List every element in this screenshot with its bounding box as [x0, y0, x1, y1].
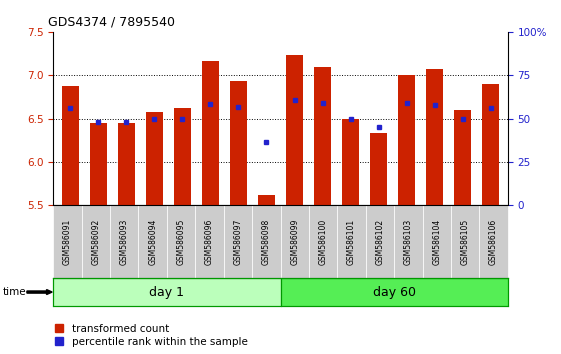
Bar	[146, 112, 163, 205]
Legend: transformed count, percentile rank within the sample: transformed count, percentile rank withi…	[53, 321, 250, 349]
Bar	[342, 119, 359, 205]
Text: GSM586096: GSM586096	[205, 218, 214, 265]
Text: GSM586095: GSM586095	[177, 218, 186, 265]
Bar	[370, 133, 387, 205]
Bar	[398, 75, 415, 205]
Bar	[286, 55, 303, 205]
Text: GSM586099: GSM586099	[290, 218, 299, 265]
Text: GSM586103: GSM586103	[404, 218, 413, 265]
Bar	[62, 86, 79, 205]
Text: GSM586102: GSM586102	[375, 218, 384, 265]
Text: day 60: day 60	[373, 286, 416, 298]
Bar	[230, 81, 247, 205]
Text: day 1: day 1	[149, 286, 185, 298]
Bar	[202, 61, 219, 205]
Bar	[174, 108, 191, 205]
Text: GSM586104: GSM586104	[432, 218, 441, 265]
Text: GSM586091: GSM586091	[63, 218, 72, 265]
Bar	[118, 123, 135, 205]
Text: GSM586093: GSM586093	[120, 218, 129, 265]
Text: GSM586105: GSM586105	[461, 218, 470, 265]
Text: GSM586094: GSM586094	[148, 218, 157, 265]
Text: GSM586092: GSM586092	[91, 218, 100, 265]
Bar	[454, 110, 471, 205]
Bar	[314, 67, 331, 205]
Bar	[258, 195, 275, 205]
Text: GSM586101: GSM586101	[347, 218, 356, 265]
Text: GSM586100: GSM586100	[319, 218, 328, 265]
Bar	[482, 84, 499, 205]
Bar	[426, 69, 443, 205]
Text: GSM586097: GSM586097	[233, 218, 242, 265]
Text: GDS4374 / 7895540: GDS4374 / 7895540	[48, 16, 174, 29]
Text: GSM586098: GSM586098	[262, 218, 271, 265]
Text: time: time	[3, 287, 26, 297]
Text: GSM586106: GSM586106	[489, 218, 498, 265]
Bar	[90, 123, 107, 205]
